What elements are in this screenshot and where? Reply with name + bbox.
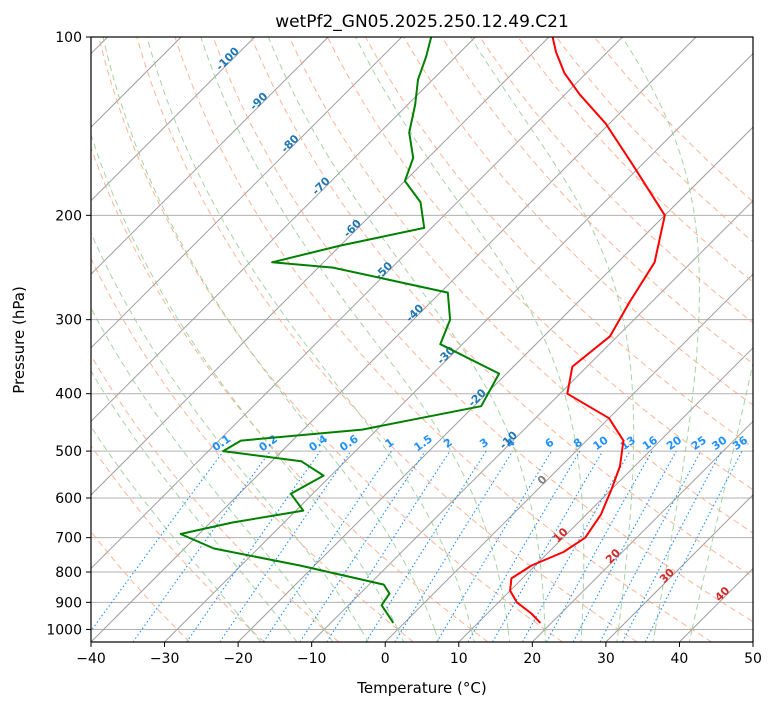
- mixing-ratio-line: [132, 450, 271, 642]
- mixing-ratio-line: [572, 450, 677, 642]
- isotherm-line: [384, 273, 753, 642]
- x-tick-label: 50: [744, 651, 762, 667]
- isotherm-line: [91, 37, 550, 496]
- isotherm-line: [605, 494, 753, 642]
- mixing-ratio-line: [394, 450, 514, 642]
- x-tick-label: −30: [150, 651, 180, 667]
- y-tick-label: 200: [55, 208, 82, 224]
- moist-adiabat: [470, 37, 635, 642]
- dry-adiabat: [91, 444, 265, 642]
- moist-adiabat: [91, 425, 262, 642]
- x-tick-label: 10: [450, 651, 468, 667]
- y-tick-label: 700: [55, 531, 82, 547]
- isotherm-line: [91, 37, 697, 642]
- y-axis: 100 200 300 400 500 600 700 800 900 1000: [46, 30, 91, 638]
- moist-adiabat: [91, 370, 298, 642]
- mixing-ratio-line: [219, 450, 352, 642]
- isotherm-line: [91, 37, 476, 423]
- isotherm-line: [91, 37, 256, 202]
- isotherm-line: [311, 199, 753, 642]
- y-axis-title: Pressure (hPa): [10, 286, 28, 394]
- isotherm-line: [531, 420, 753, 642]
- moist-adiabat: [355, 37, 585, 642]
- y-tick-label: 800: [55, 565, 82, 581]
- dry-adiabat: [365, 37, 753, 448]
- isotherm-line: [458, 347, 753, 642]
- mixing-ratio-line: [299, 450, 426, 642]
- y-tick-label: 1000: [46, 622, 82, 638]
- dry-adiabat: [174, 37, 712, 642]
- moist-adiabat: [267, 37, 546, 642]
- x-axis-title: Temperature (°C): [356, 679, 486, 697]
- dewpoint-profile: [179, 37, 501, 624]
- profiles: [179, 37, 666, 624]
- x-axis: −40 −30 −20 −10 0 10 20 30 40 50: [76, 642, 762, 667]
- plot-frame: [90, 36, 754, 643]
- moist-adiabat: [102, 37, 440, 642]
- x-tick-label: 40: [670, 651, 688, 667]
- x-tick-label: −20: [223, 651, 253, 667]
- dry-adiabat: [136, 37, 638, 642]
- x-tick-label: −40: [76, 651, 106, 667]
- chart-title: wetPf2_GN05.2025.250.12.49.C21: [275, 12, 569, 32]
- mixing-ratio-line: [91, 450, 224, 632]
- x-tick-label: 30: [597, 651, 615, 667]
- background-lines: [91, 37, 753, 642]
- dry-adiabat: [288, 37, 753, 534]
- moist-adiabat: [621, 37, 700, 642]
- moist-adiabat: [91, 231, 369, 642]
- dry-adiabat: [91, 257, 414, 642]
- y-tick-label: 600: [55, 491, 82, 507]
- y-tick-label: 300: [55, 313, 82, 329]
- mixing-ratio-line: [644, 450, 743, 642]
- isotherm-line: [164, 52, 753, 642]
- y-tick-label: 900: [55, 595, 82, 611]
- y-tick-label: 400: [55, 387, 82, 403]
- moist-adiabat: [688, 360, 753, 642]
- temperature-profile: [509, 37, 666, 624]
- y-tick-label: 100: [55, 30, 82, 46]
- y-tick-label: 500: [55, 444, 82, 460]
- dry-adiabat: [326, 37, 753, 491]
- dry-adiabat: [212, 37, 753, 623]
- mixing-ratio-line: [326, 450, 451, 642]
- isotherm-line: [91, 37, 329, 275]
- mixing-ratio-line: [186, 450, 321, 642]
- dry-adiabat: [250, 37, 753, 578]
- x-tick-label: −10: [297, 651, 327, 667]
- moist-adiabat: [91, 133, 405, 642]
- isotherm-line: [237, 126, 753, 642]
- moist-adiabat: [146, 37, 475, 642]
- mixing-ratio-line: [522, 450, 631, 642]
- x-tick-label: 0: [381, 651, 390, 667]
- mixing-ratio-line: [263, 450, 392, 642]
- moist-adiabat: [200, 37, 511, 642]
- mixing-ratio-line: [546, 450, 653, 642]
- isotherm-line: [91, 37, 623, 570]
- dry-adiabat: [98, 37, 563, 642]
- dry-adiabat: [91, 354, 340, 642]
- x-tick-label: 20: [523, 651, 541, 667]
- moist-adiabat: [91, 307, 334, 642]
